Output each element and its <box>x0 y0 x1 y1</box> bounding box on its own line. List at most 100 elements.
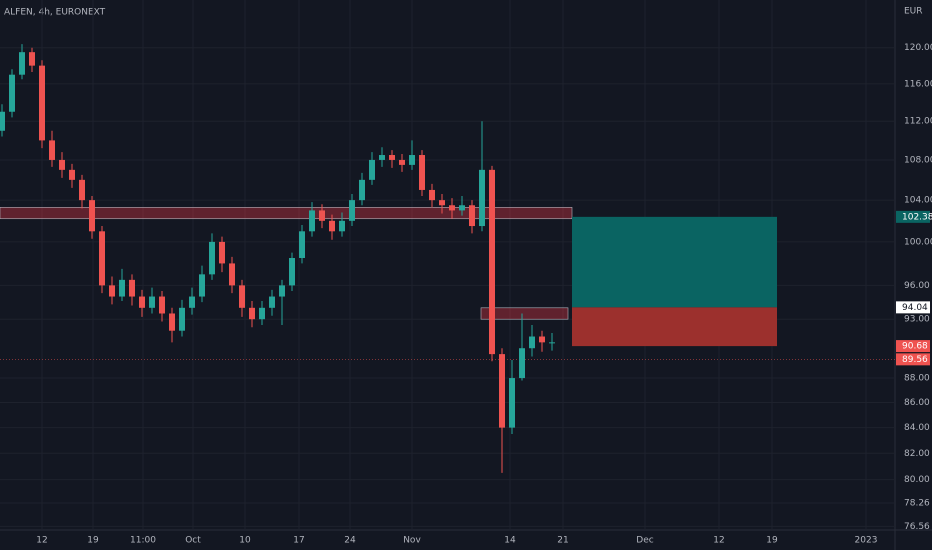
candle-body <box>99 231 105 286</box>
currency-label: EUR <box>904 7 923 17</box>
x-tick-label: 19 <box>87 536 99 546</box>
candle-body <box>359 179 365 201</box>
x-tick-label: Oct <box>185 536 201 546</box>
candle-body <box>399 159 405 165</box>
candle-body <box>69 169 75 180</box>
x-tick-label: Dec <box>636 536 653 546</box>
candle-body <box>289 258 295 286</box>
y-tick-label: 86.00 <box>904 398 930 408</box>
y-tick-label: 80.00 <box>904 475 930 485</box>
y-tick-label: 82.00 <box>904 449 930 459</box>
candle-body <box>449 205 455 211</box>
candle-body <box>239 285 245 308</box>
candle-body <box>509 378 515 428</box>
y-tick-label: 116.00 <box>904 79 932 89</box>
candle-body <box>9 74 15 112</box>
candle-body <box>379 155 385 160</box>
candle-body <box>479 169 485 227</box>
y-tick-label: 93.00 <box>904 315 930 325</box>
y-tick-label: 104.00 <box>904 196 932 206</box>
candle-body <box>279 285 285 297</box>
y-tick-label: 84.00 <box>904 423 930 433</box>
candle-body <box>439 200 445 206</box>
loss-zone <box>572 307 777 347</box>
y-tick-label: 76.56 <box>904 522 930 532</box>
candle-body <box>219 241 225 264</box>
x-tick-label: 14 <box>504 536 516 546</box>
x-tick-label: Nov <box>403 536 421 546</box>
candle-body <box>109 285 115 297</box>
candle-body <box>29 52 35 66</box>
y-tick-label: 100.00 <box>904 237 932 247</box>
y-tick-label: 88.00 <box>904 374 930 384</box>
candle-body <box>129 279 135 297</box>
x-tick-label: 10 <box>239 536 251 546</box>
x-tick-label: 12 <box>36 536 47 546</box>
price-tag <box>896 210 930 223</box>
x-tick-label: 24 <box>344 536 356 546</box>
candle-body <box>139 296 145 308</box>
candle-body <box>409 155 415 165</box>
x-tick-label: 11:00 <box>130 536 156 546</box>
x-tick-label: 12 <box>713 536 724 546</box>
price-tag <box>896 301 930 314</box>
candle-body <box>319 210 325 221</box>
y-tick-label: 108.00 <box>904 155 932 165</box>
candle-body <box>529 336 535 349</box>
price-tag <box>896 340 930 353</box>
candle-body <box>539 336 545 343</box>
candle-body <box>469 205 475 227</box>
candle-body <box>419 155 425 190</box>
candle-body <box>149 296 155 308</box>
candle-body <box>19 52 25 75</box>
candle-body <box>369 159 375 180</box>
price-tag <box>896 353 930 366</box>
candle-body <box>209 241 215 275</box>
y-tick-label: 96.00 <box>904 281 930 291</box>
candle-body <box>259 307 265 320</box>
candle-body <box>519 348 525 379</box>
candle-body <box>89 200 95 232</box>
x-tick-label: 17 <box>293 536 304 546</box>
candle-body <box>429 189 435 201</box>
candle-body <box>389 155 395 160</box>
candle-body <box>489 169 495 355</box>
price-tag-label: 94.04 <box>902 303 928 313</box>
candle-body <box>39 65 45 141</box>
candle-body <box>49 140 55 160</box>
candle-body <box>329 220 335 232</box>
candle-body <box>459 205 465 211</box>
candle-body <box>249 307 255 320</box>
candle-body <box>499 354 505 428</box>
y-tick-label: 78.26 <box>904 498 930 508</box>
candle-body <box>59 159 65 170</box>
candle-body <box>229 263 235 286</box>
x-tick-label: 21 <box>557 536 568 546</box>
x-tick-label: 2023 <box>855 536 878 546</box>
candle-body <box>159 296 165 314</box>
candle-body <box>199 274 205 297</box>
candle-body <box>179 307 185 331</box>
y-tick-label: 120.00 <box>904 43 932 53</box>
price-tag-label: 90.68 <box>902 342 928 352</box>
zone <box>480 307 569 320</box>
zone <box>0 207 573 220</box>
candle-body <box>299 231 305 259</box>
chart-title: ALFEN, 4h, EURONEXT <box>4 8 106 18</box>
candle-body <box>0 111 5 131</box>
candle-body <box>269 296 275 308</box>
candle-body <box>339 220 345 232</box>
candle-body <box>309 210 315 232</box>
y-tick-label: 112.00 <box>904 117 932 127</box>
profit-zone <box>572 216 777 308</box>
candle-body <box>549 342 555 344</box>
candle-body <box>79 179 85 201</box>
x-tick-label: 19 <box>766 536 778 546</box>
candle-body <box>189 296 195 308</box>
price-tag-label: 102.38 <box>902 212 932 222</box>
candle-body <box>119 279 125 297</box>
price-tag-label: 89.56 <box>902 355 928 365</box>
candle-body <box>169 313 175 331</box>
